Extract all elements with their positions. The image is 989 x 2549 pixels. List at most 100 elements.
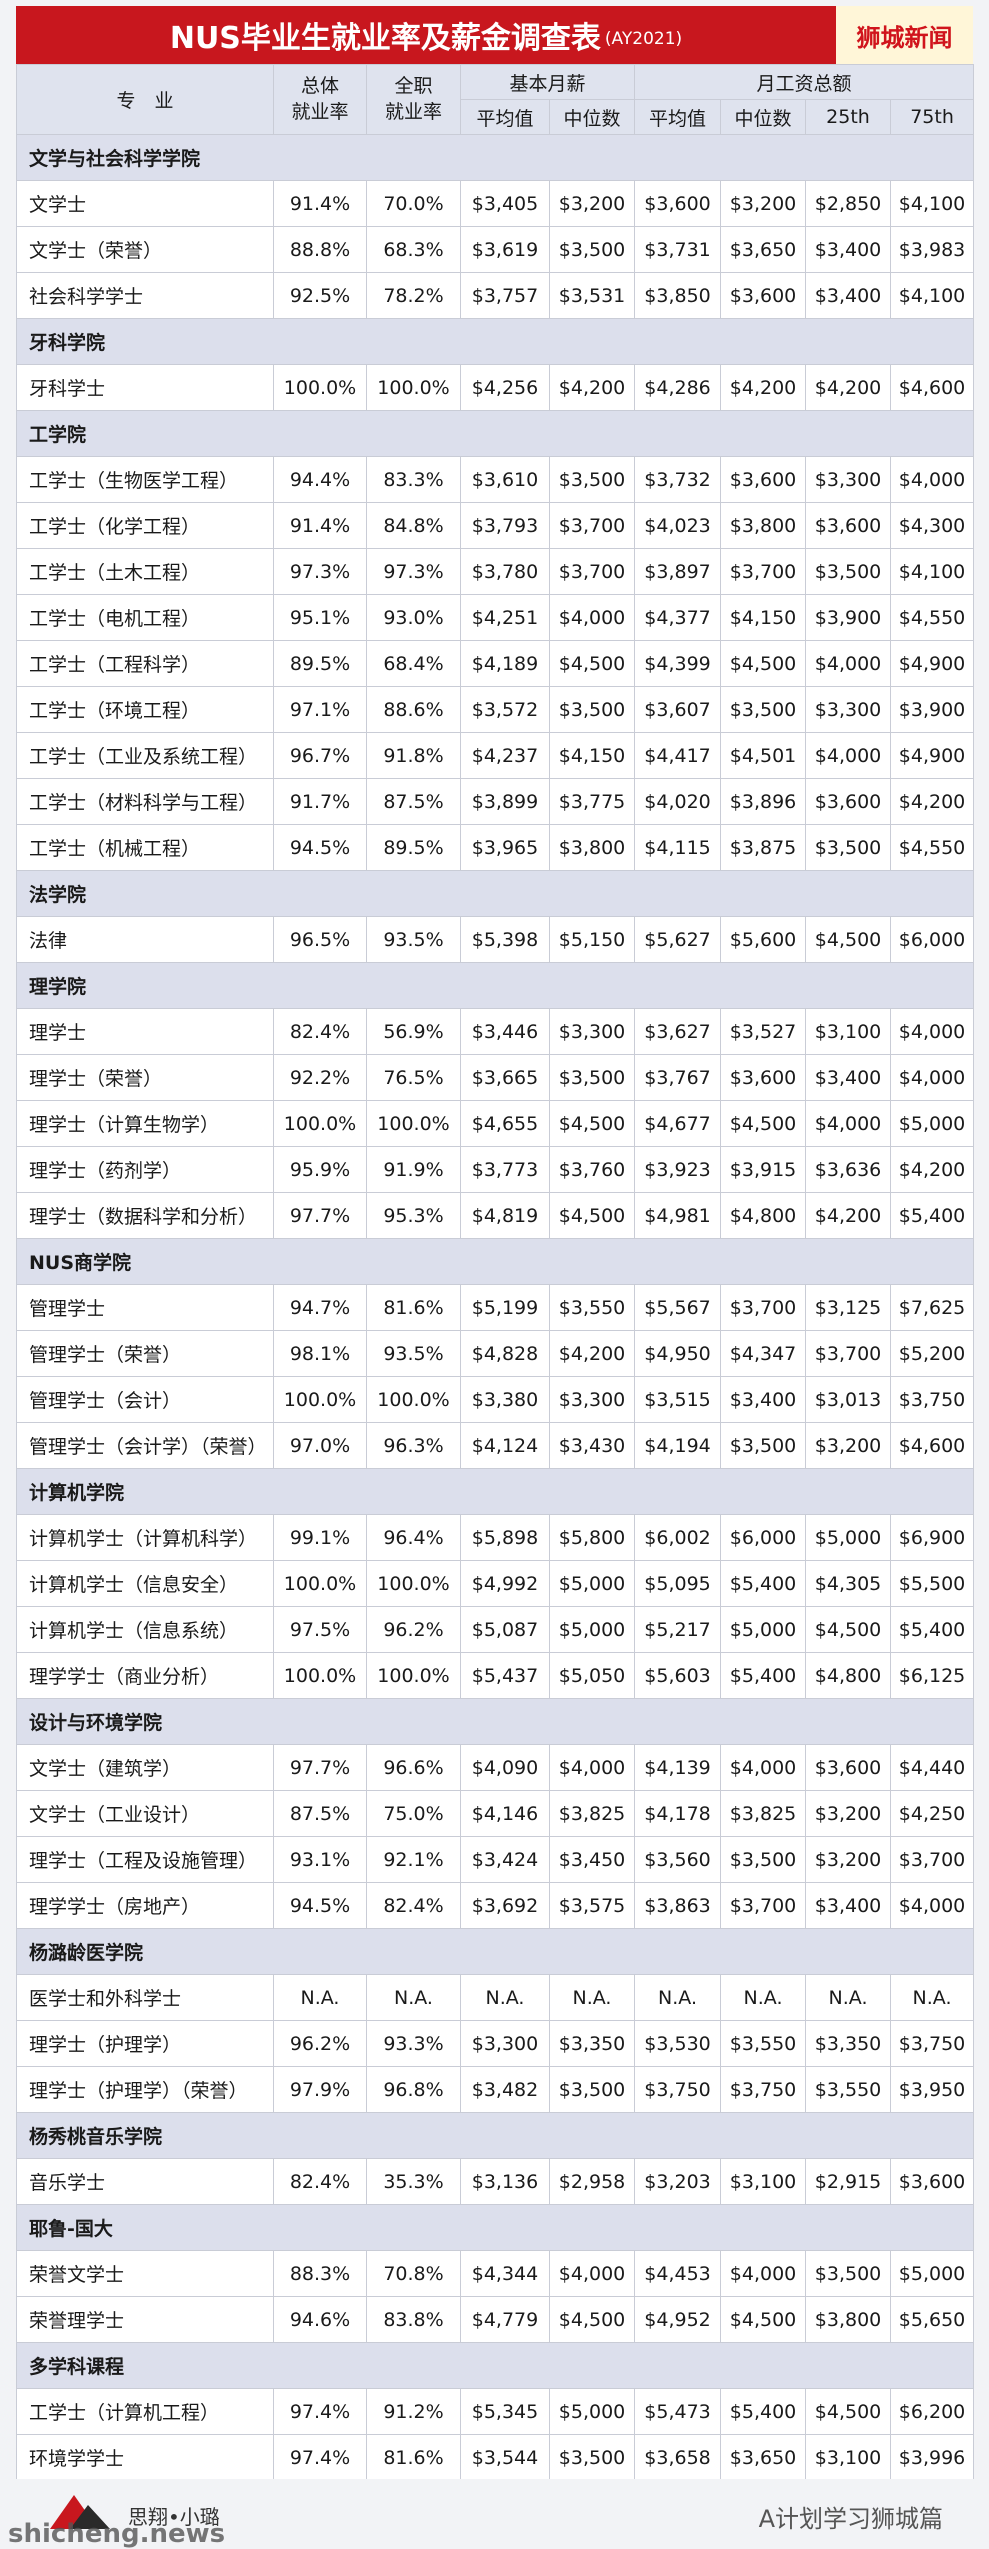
cell: $4,800 (720, 1192, 807, 1239)
cell: $5,000 (890, 2250, 975, 2297)
major-name: 工学士（化学工程） (16, 502, 274, 549)
cell: 96.2% (366, 1606, 461, 1653)
cell: $5,400 (720, 2388, 807, 2435)
cell: 68.4% (366, 640, 461, 687)
cell: $3,965 (460, 824, 550, 871)
major-name: 工学士（生物医学工程） (16, 456, 274, 503)
cell: $5,199 (460, 1284, 550, 1331)
cell: $5,627 (634, 916, 722, 963)
cell: 100.0% (273, 1100, 367, 1147)
cell: $3,825 (548, 1790, 636, 1837)
cell: $5,217 (634, 1606, 722, 1653)
cell: $3,780 (460, 548, 550, 595)
major-name: 牙科学士 (16, 364, 274, 411)
cell: 91.2% (366, 2388, 461, 2435)
data-row: 工学士（计算机工程） 97.4% 91.2% $5,345 $5,000 $5,473 $5… (16, 2388, 975, 2435)
data-row: 管理学士（会计） 100.0% 100.0% $3,380 $3,300 $3,515 $3… (16, 1376, 975, 1423)
cell: $3,923 (634, 1146, 722, 1193)
cell: $4,453 (634, 2250, 722, 2297)
cell: N.A. (548, 1974, 636, 2021)
major-name: 工学士（计算机工程） (16, 2388, 274, 2435)
cell: $3,424 (460, 1836, 550, 1883)
cell: $3,300 (548, 1376, 636, 1423)
cell: $3,550 (805, 2066, 892, 2113)
site: shicheng.news (8, 2519, 226, 2549)
cell: $3,400 (805, 1054, 892, 1101)
cell: 97.7% (273, 1192, 367, 1239)
cell: 81.6% (366, 2434, 461, 2481)
cell: $5,800 (548, 1514, 636, 1561)
cell: $4,828 (460, 1330, 550, 1377)
cell: 100.0% (273, 364, 367, 411)
data-row: 理学学士（房地产） 94.5% 82.4% $3,692 $3,575 $3,863 $3,… (16, 1882, 975, 1929)
data-row: 工学士（化学工程） 91.4% 84.8% $3,793 $3,700 $4,023 $3,… (16, 502, 975, 549)
cell: $3,896 (720, 778, 807, 825)
cell: $6,125 (890, 1652, 975, 1699)
cell: $3,400 (805, 226, 892, 273)
cell: $4,250 (890, 1790, 975, 1837)
cell: $3,658 (634, 2434, 722, 2481)
cell: $3,850 (634, 272, 722, 319)
cell: $6,000 (720, 1514, 807, 1561)
head-text: 就业率 (384, 100, 442, 123)
cell: $3,430 (548, 1422, 636, 1469)
cell: $5,898 (460, 1514, 550, 1561)
cell: $4,100 (890, 180, 975, 227)
cell: $4,020 (634, 778, 722, 825)
cell: $3,500 (720, 1836, 807, 1883)
cell: $3,983 (890, 226, 975, 273)
cell: $3,750 (634, 2066, 722, 2113)
cell: $3,863 (634, 1882, 722, 1929)
cell: $3,793 (460, 502, 550, 549)
cell: 100.0% (273, 1652, 367, 1699)
data-row: 工学士（工程科学） 89.5% 68.4% $4,189 $4,500 $4,399 $4,… (16, 640, 975, 687)
cell: $4,819 (460, 1192, 550, 1239)
cell: $5,000 (805, 1514, 892, 1561)
cell: $2,915 (805, 2158, 892, 2205)
cell: $3,650 (720, 226, 807, 273)
cell: $3,575 (548, 1882, 636, 1929)
cell: $3,750 (890, 2020, 975, 2067)
cell: 92.5% (273, 272, 367, 319)
cell: $3,750 (890, 1376, 975, 1423)
data-row: 医学士和外科学士 N.A. N.A. N.A. N.A. N.A. N.A. N.A. N.A. (16, 1974, 975, 2021)
section-name: 设计与环境学院 (15, 1698, 975, 1745)
cell: $3,732 (634, 456, 722, 503)
cell: $3,300 (805, 456, 892, 503)
cell: 88.6% (366, 686, 461, 733)
cell: $3,757 (460, 272, 550, 319)
cell: 88.3% (273, 2250, 367, 2297)
cell: 93.3% (366, 2020, 461, 2067)
cell: $3,100 (805, 1008, 892, 1055)
cell: $3,800 (548, 824, 636, 871)
cell: 96.7% (273, 732, 367, 779)
data-row: 工学士（机械工程） 94.5% 89.5% $3,965 $3,800 $4,115 $3,… (16, 824, 975, 871)
cell: $6,200 (890, 2388, 975, 2435)
cell: $3,550 (548, 1284, 636, 1331)
sub-head-row: 平均值 中位数 平均值 中位数 25th 75th (17, 99, 975, 135)
cell: 70.0% (366, 180, 461, 227)
cell: $5,400 (720, 1560, 807, 1607)
major-name: 理学士 (16, 1008, 274, 1055)
cell: $3,900 (805, 594, 892, 641)
data-row: 文学士（荣誉） 88.8% 68.3% $3,619 $3,500 $3,731 $3,65… (16, 226, 975, 273)
cell: $3,692 (460, 1882, 550, 1929)
cell: $3,700 (720, 1284, 807, 1331)
data-row: 环境学学士 97.4% 81.6% $3,544 $3,500 $3,658 $3,650 $… (16, 2434, 975, 2481)
cell: 75.0% (366, 1790, 461, 1837)
cell: 100.0% (366, 1376, 461, 1423)
cell: $3,446 (460, 1008, 550, 1055)
cell: $3,899 (460, 778, 550, 825)
cell: $3,200 (805, 1790, 892, 1837)
cell: $5,650 (890, 2296, 975, 2343)
cell: N.A. (634, 1974, 722, 2021)
cell: $3,500 (805, 2250, 892, 2297)
major-name: 管理学士（会计学）（荣誉） (16, 1422, 274, 1469)
sub-head: 平均值 (460, 99, 550, 135)
major-name: 音乐学士 (16, 2158, 274, 2205)
cell: $3,515 (634, 1376, 722, 1423)
section-name: 多学科课程 (15, 2342, 975, 2389)
cell: $3,600 (634, 180, 722, 227)
head-gross: 月工资总额 (634, 64, 975, 100)
cell: $4,286 (634, 364, 722, 411)
